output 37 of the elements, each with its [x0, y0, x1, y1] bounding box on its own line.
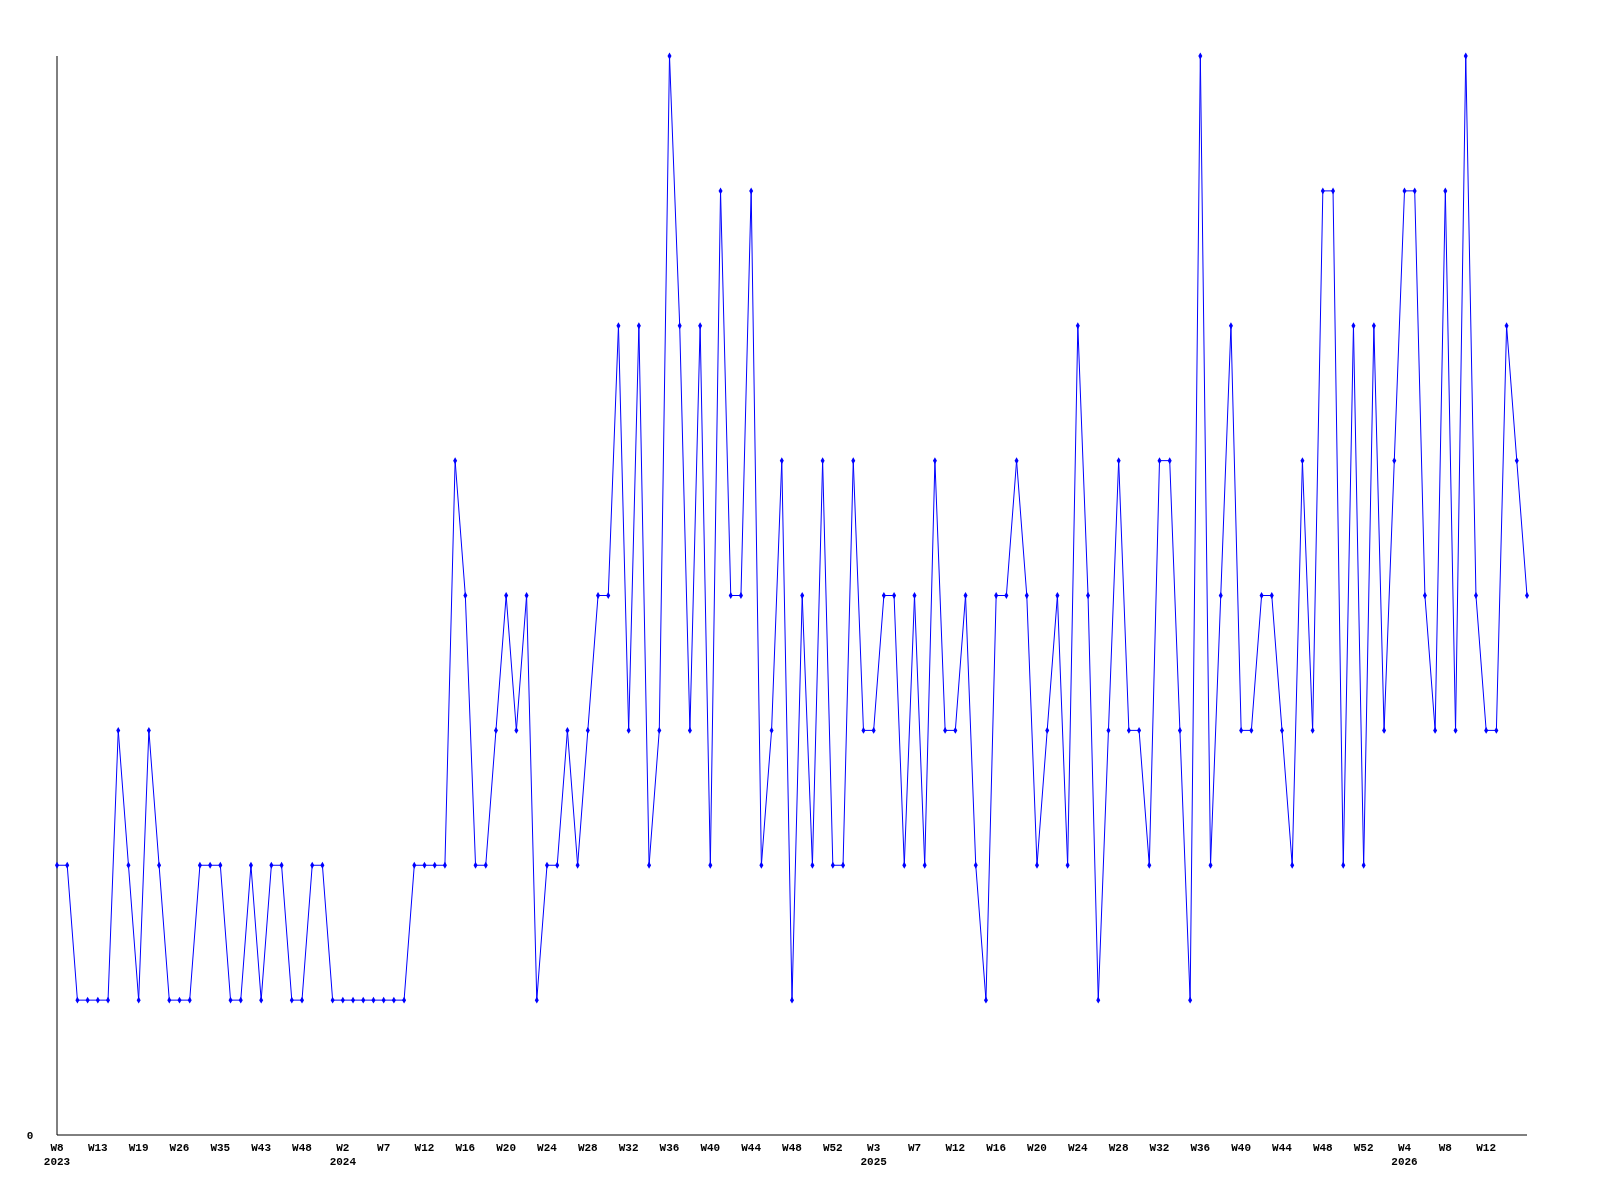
x-tick-label: W7: [377, 1142, 391, 1154]
x-tick-label: W36: [1190, 1142, 1211, 1154]
x-tick-label: W44: [741, 1142, 762, 1154]
x-tick-label: W19: [128, 1142, 149, 1154]
x-tick-label: W12: [945, 1142, 966, 1154]
x-tick-label: W48: [292, 1142, 313, 1154]
x-tick-label: W48: [782, 1142, 803, 1154]
x-tick-label: W35: [210, 1142, 231, 1154]
x-tick-label: W32: [1149, 1142, 1170, 1154]
x-tick-label: W43: [251, 1142, 272, 1154]
x-tick-label: W2 2024: [329, 1142, 357, 1168]
x-tick-label: W20: [1027, 1142, 1047, 1154]
x-tick-label: W12: [1476, 1142, 1497, 1154]
x-tick-label: W8 2023: [43, 1142, 71, 1168]
x-tick-label: W28: [1108, 1142, 1129, 1154]
x-tick-label: W52: [822, 1142, 843, 1154]
x-tick-label: W36: [659, 1142, 680, 1154]
x-tick-label: W40: [700, 1142, 721, 1154]
x-tick-label: W24: [537, 1142, 558, 1154]
text: 0: [26, 1130, 34, 1142]
x-tick-label: W26: [169, 1142, 190, 1154]
x-tick-label: W8: [1438, 1142, 1453, 1154]
x-tick-label: W20: [496, 1142, 517, 1154]
x-tick-label: W16: [455, 1142, 476, 1154]
x-tick-label: W44: [1272, 1142, 1293, 1154]
x-tick-label: W7: [907, 1142, 922, 1154]
x-tick-label: W52: [1353, 1142, 1374, 1154]
x-tick-label: W12: [414, 1142, 435, 1154]
x-tick-label: W40: [1231, 1142, 1252, 1154]
x-tick-label: W3 2025: [860, 1142, 888, 1168]
x-tick-label: W4 2026: [1391, 1142, 1418, 1168]
x-tick-label: W28: [577, 1142, 599, 1154]
x-tick-label: W13: [87, 1142, 109, 1154]
x-tick-label: W48: [1312, 1142, 1334, 1154]
x-tick-label: W32: [618, 1142, 639, 1154]
x-tick-label: W24: [1067, 1142, 1089, 1154]
x-tick-label: W16: [986, 1142, 1007, 1154]
